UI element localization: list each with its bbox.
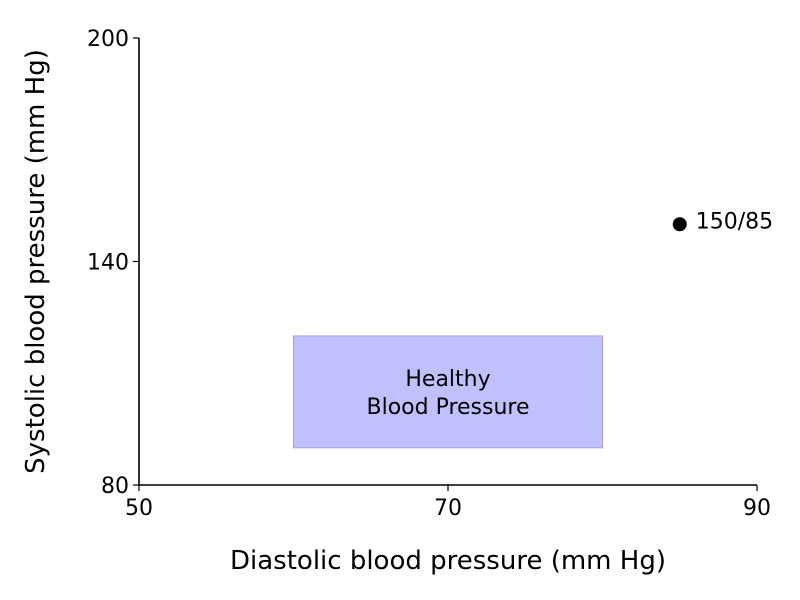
- points-layer: 150/85: [672, 209, 773, 234]
- regions-layer: Healthy Blood Pressure: [292, 335, 604, 449]
- y-axis-label: Systolic blood pressure (mm Hg): [21, 49, 51, 474]
- y-tick-label: 80: [101, 474, 129, 499]
- data-point-label: 150/85: [696, 209, 773, 234]
- x-axis-label: Diastolic blood pressure (mm Hg): [230, 546, 666, 576]
- healthy-region-label-line: Blood Pressure: [366, 395, 529, 420]
- x-tick-label: 50: [125, 496, 153, 521]
- healthy-region-label-line: Healthy: [405, 367, 490, 392]
- healthy-region-rect: [292, 335, 604, 449]
- x-tick-label: 70: [434, 496, 462, 521]
- y-tick-label: 200: [87, 27, 129, 52]
- ticks-layer: 50 70 90 80 140 200: [87, 27, 771, 521]
- y-tick-label: 140: [87, 251, 129, 276]
- data-point: [672, 217, 687, 232]
- x-tick-label: 90: [743, 496, 771, 521]
